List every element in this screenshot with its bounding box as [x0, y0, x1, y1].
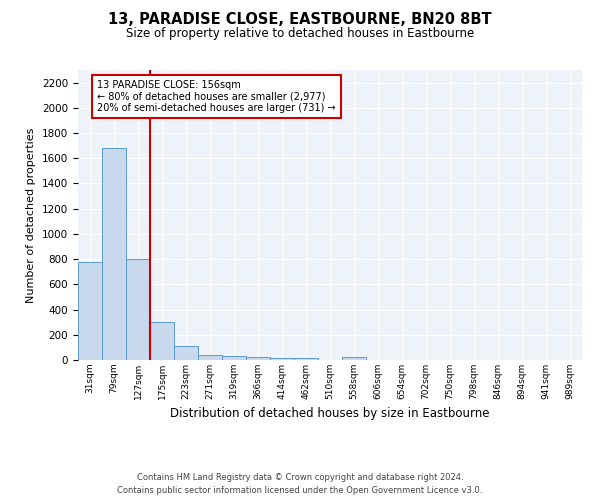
- Bar: [126, 259, 150, 360]
- Bar: [270, 358, 294, 360]
- Bar: [246, 357, 270, 360]
- X-axis label: Distribution of detached houses by size in Eastbourne: Distribution of detached houses by size …: [170, 408, 490, 420]
- Y-axis label: Number of detached properties: Number of detached properties: [26, 128, 37, 302]
- Bar: [102, 148, 126, 360]
- Bar: [174, 346, 198, 360]
- Text: Contains HM Land Registry data © Crown copyright and database right 2024.
Contai: Contains HM Land Registry data © Crown c…: [118, 473, 482, 495]
- Bar: [342, 358, 366, 360]
- Text: 13, PARADISE CLOSE, EASTBOURNE, BN20 8BT: 13, PARADISE CLOSE, EASTBOURNE, BN20 8BT: [108, 12, 492, 28]
- Bar: [150, 322, 174, 360]
- Bar: [222, 356, 246, 360]
- Text: Size of property relative to detached houses in Eastbourne: Size of property relative to detached ho…: [126, 28, 474, 40]
- Bar: [198, 355, 222, 360]
- Bar: [78, 262, 102, 360]
- Bar: [294, 358, 318, 360]
- Text: 13 PARADISE CLOSE: 156sqm
← 80% of detached houses are smaller (2,977)
20% of se: 13 PARADISE CLOSE: 156sqm ← 80% of detac…: [97, 80, 336, 114]
